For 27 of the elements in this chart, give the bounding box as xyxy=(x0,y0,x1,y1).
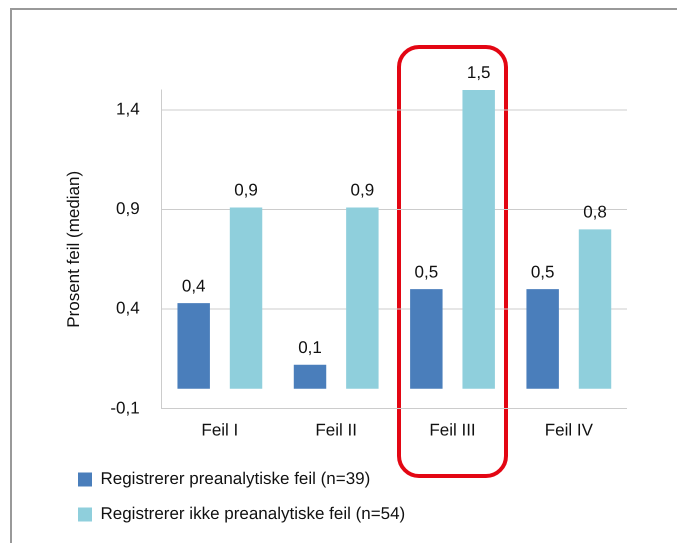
data-label: 0,4 xyxy=(182,276,206,296)
bar xyxy=(346,207,379,389)
x-tick-label: Feil I xyxy=(201,420,238,440)
y-axis-title: Prosent feil (median) xyxy=(64,170,83,328)
data-label: 0,9 xyxy=(234,180,258,200)
data-label: 0,5 xyxy=(414,262,438,282)
y-tick-label: 1,4 xyxy=(116,100,140,119)
bar xyxy=(177,303,210,389)
bar xyxy=(462,90,495,389)
legend-label: Registrerer ikke preanalytiske feil (n=54) xyxy=(100,504,406,524)
bar xyxy=(294,364,326,389)
data-label: 0,8 xyxy=(583,202,607,222)
legend-label: Registrerer preanalytiske feil (n=39) xyxy=(100,469,370,488)
data-label: 1,5 xyxy=(466,63,491,82)
bar xyxy=(230,207,262,389)
y-tick-label: -0,1 xyxy=(110,398,140,418)
data-label: 0,5 xyxy=(530,262,554,282)
bar xyxy=(526,289,559,389)
bar xyxy=(578,229,612,389)
bar xyxy=(410,289,443,389)
x-tick-label: Feil IV xyxy=(544,420,594,440)
y-tick-label: 0,9 xyxy=(116,199,140,218)
x-tick-label: Feil III xyxy=(429,420,476,440)
x-tick-label: Feil II xyxy=(315,420,357,440)
data-label: 0,9 xyxy=(350,180,374,200)
data-label: 0,1 xyxy=(298,338,322,357)
y-tick-label: 0,4 xyxy=(116,298,140,318)
